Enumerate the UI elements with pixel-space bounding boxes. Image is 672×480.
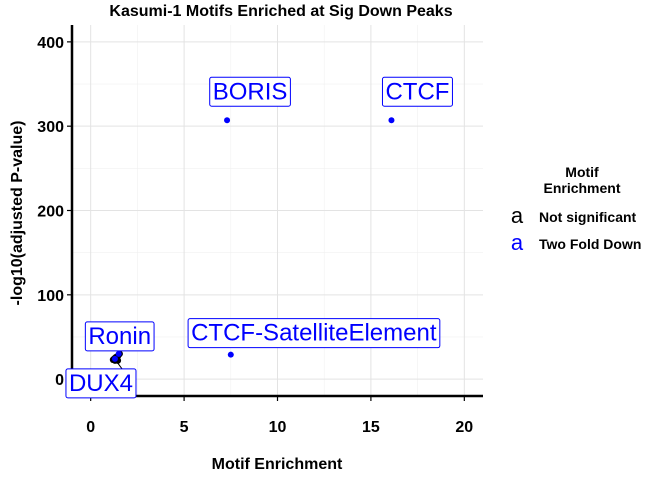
legend-title: Motif xyxy=(565,164,599,180)
data-point xyxy=(224,117,231,124)
legend-key: a xyxy=(511,203,524,228)
point-label-ronin: Ronin xyxy=(84,321,155,352)
point-label-box xyxy=(84,321,155,352)
data-point xyxy=(111,355,118,362)
point-label-text: CTCF-SatelliteElement xyxy=(191,320,437,347)
y-tick-label: 200 xyxy=(37,204,64,221)
point-label-box xyxy=(65,368,137,399)
y-axis-title: -log10(adjusted P-value) xyxy=(9,121,26,306)
point-label-ctcf-satelliteelement: CTCF-SatelliteElement xyxy=(187,318,441,349)
data-point xyxy=(227,351,234,358)
x-axis-title: Motif Enrichment xyxy=(212,456,343,473)
point-label-text: DUX4 xyxy=(69,370,133,397)
x-tick-label: 0 xyxy=(86,419,95,436)
x-tick-label: 10 xyxy=(269,419,287,436)
legend-label: Not significant xyxy=(539,209,637,225)
data-points xyxy=(109,117,395,364)
point-label-box xyxy=(381,76,453,107)
point-label-text: CTCF xyxy=(385,78,449,105)
axes xyxy=(67,25,483,401)
y-tick-label: 100 xyxy=(37,288,64,305)
x-tick-label: 15 xyxy=(362,419,380,436)
point-label-dux4: DUX4 xyxy=(65,368,137,399)
x-tick-label: 5 xyxy=(180,419,189,436)
legend-title: Enrichment xyxy=(543,180,620,196)
point-label-box xyxy=(187,318,441,349)
y-tick-label: 300 xyxy=(37,119,64,136)
data-point xyxy=(388,117,395,124)
legend-key: a xyxy=(511,230,524,255)
point-labels: BORIS CTCF CTCF-SatelliteElement Ronin DUX4 xyxy=(65,76,453,399)
point-label-box xyxy=(209,76,291,107)
x-tick-label: 20 xyxy=(455,419,473,436)
legend-label: Two Fold Down xyxy=(539,236,641,252)
data-point xyxy=(115,350,122,357)
chart-title: Kasumi-1 Motifs Enriched at Sig Down Pea… xyxy=(109,3,452,20)
point-label-boris: BORIS xyxy=(209,76,291,107)
point-label-text: Ronin xyxy=(88,323,151,350)
y-tick-label: 0 xyxy=(55,372,64,389)
y-tick-label: 400 xyxy=(37,35,64,52)
point-label-ctcf: CTCF xyxy=(381,76,453,107)
point-label-text: BORIS xyxy=(213,78,288,105)
